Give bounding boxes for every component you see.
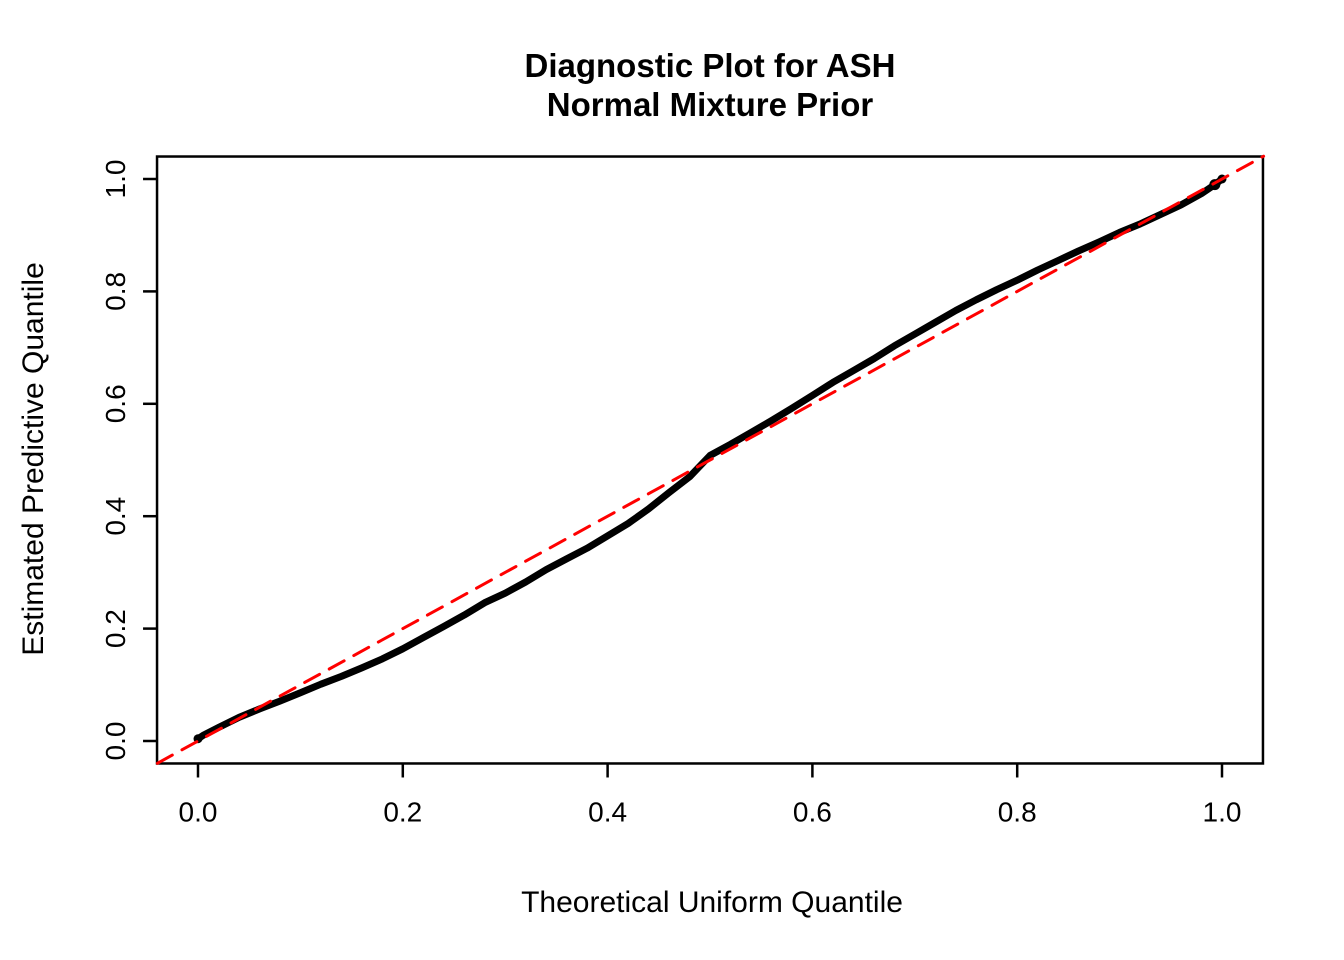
x-tick-label: 0.0 [179,796,218,827]
plot-box [155,155,1265,765]
y-tick-label: 0.4 [100,497,131,536]
x-axis-label: Theoretical Uniform Quantile [521,886,903,919]
x-tick-label: 0.8 [998,796,1037,827]
chart-title: Diagnostic Plot for ASH Normal Mixture P… [525,46,896,124]
x-tick-label: 1.0 [1203,796,1242,827]
y-tick-label: 0.0 [100,722,131,761]
axes-group: 0.0 0.2 0.4 0.6 0.8 1.0 0.0 0.2 0.4 0.6 0.8 1.0 [100,155,1265,827]
series-group [155,154,1266,765]
x-tick-label: 0.6 [793,796,832,827]
y-tick-label: 0.6 [100,384,131,423]
x-tick-label: 0.2 [383,796,422,827]
estimated-predictive-quantile-curve [194,175,1226,743]
y-tick-label: 0.8 [100,272,131,311]
y-tick-label: 0.2 [100,609,131,648]
chart-title-line2: Normal Mixture Prior [546,86,874,123]
x-tick-label: 0.4 [588,796,627,827]
y-tick-label: 1.0 [100,160,131,199]
identity-reference-line [155,154,1266,765]
chart-title-line1: Diagnostic Plot for ASH [524,47,896,84]
y-axis-label: Estimated Predictive Quantile [17,262,50,656]
